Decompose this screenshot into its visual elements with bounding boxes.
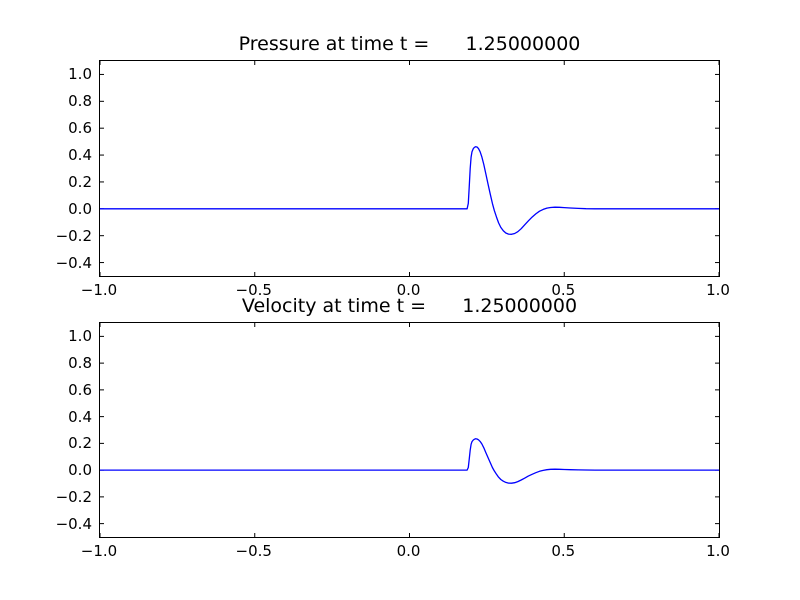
pressure-y-tick-label: 0.0 xyxy=(68,199,92,218)
pressure-x-tick-label: 1.0 xyxy=(706,281,730,299)
velocity-x-tick-label: −0.5 xyxy=(235,542,272,560)
pressure-curve xyxy=(100,146,719,235)
pressure-axes-svg xyxy=(100,61,719,276)
velocity-x-tick-label: 0.5 xyxy=(551,542,576,560)
pressure-y-tick-label: 1.0 xyxy=(68,65,92,84)
velocity-x-tick-label: 0.0 xyxy=(396,542,421,560)
velocity-axes-svg xyxy=(100,323,719,537)
velocity-x-tick-label: 1.0 xyxy=(706,542,730,560)
velocity-y-tick-label: −0.2 xyxy=(55,487,92,506)
velocity-plot-title: Velocity at time t = 1.25000000 xyxy=(241,295,578,317)
pressure-x-tick-label: −0.5 xyxy=(235,281,272,299)
pressure-x-tick-label: −1.0 xyxy=(80,281,118,299)
velocity-curve xyxy=(100,438,719,484)
pressure-y-tick-label: 0.4 xyxy=(68,146,92,165)
pressure-plot-title: Pressure at time t = 1.25000000 xyxy=(238,33,581,55)
pressure-plot-area xyxy=(99,60,720,277)
pressure-y-tick-label: −0.4 xyxy=(55,253,92,272)
pressure-y-tick-label: 0.6 xyxy=(68,119,92,138)
velocity-x-tick-label: −1.0 xyxy=(80,542,118,560)
velocity-y-tick-label: −0.4 xyxy=(55,514,92,533)
pressure-y-tick-label: 0.2 xyxy=(68,172,92,191)
pressure-x-tick-label: 0.5 xyxy=(551,281,576,299)
pressure-y-tick-label: −0.2 xyxy=(55,226,92,245)
velocity-y-tick-label: 0.8 xyxy=(68,354,92,373)
velocity-y-tick-label: 0.0 xyxy=(68,461,92,480)
velocity-y-tick-label: 0.4 xyxy=(68,407,92,426)
pressure-y-tick-label: 0.8 xyxy=(68,92,92,111)
velocity-plot-area xyxy=(99,322,720,538)
velocity-y-tick-label: 0.2 xyxy=(68,434,92,453)
velocity-y-tick-label: 0.6 xyxy=(68,380,92,399)
velocity-y-tick-label: 1.0 xyxy=(68,327,92,346)
pressure-x-tick-label: 0.0 xyxy=(396,281,421,299)
